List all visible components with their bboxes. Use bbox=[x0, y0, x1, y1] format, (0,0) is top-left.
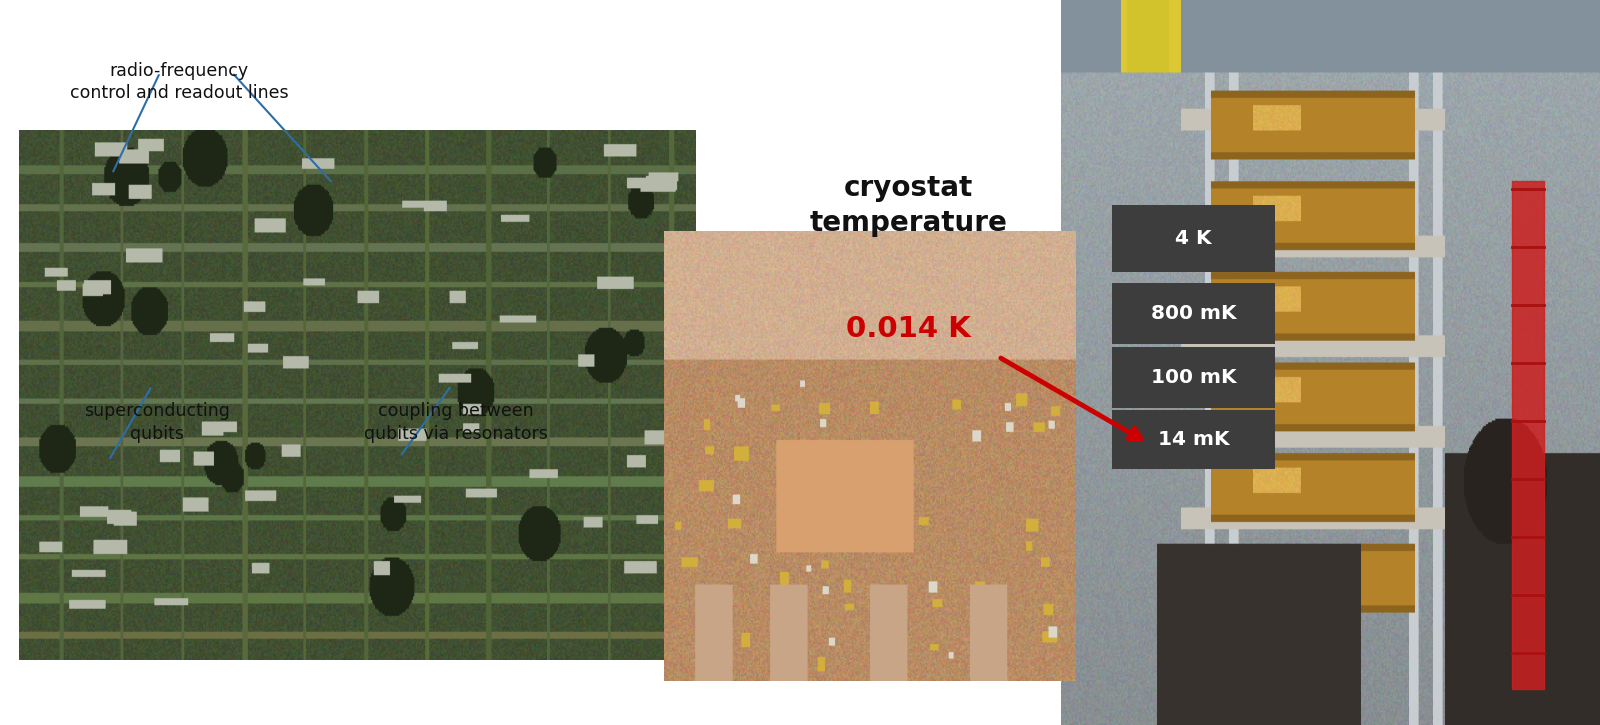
FancyBboxPatch shape bbox=[1112, 205, 1275, 272]
Text: superconducting
qubits: superconducting qubits bbox=[83, 402, 230, 442]
Text: 800 mK: 800 mK bbox=[1150, 304, 1237, 323]
Text: 0.014 K: 0.014 K bbox=[846, 315, 971, 344]
Text: cryostat
temperature: cryostat temperature bbox=[810, 174, 1008, 236]
Text: 14 mK: 14 mK bbox=[1158, 430, 1229, 449]
FancyBboxPatch shape bbox=[1112, 410, 1275, 469]
FancyBboxPatch shape bbox=[1112, 283, 1275, 344]
FancyBboxPatch shape bbox=[1112, 347, 1275, 408]
Text: 100 mK: 100 mK bbox=[1150, 368, 1237, 387]
Text: 4 K: 4 K bbox=[1176, 229, 1211, 248]
Text: coupling between
qubits via resonators: coupling between qubits via resonators bbox=[365, 402, 547, 442]
Text: radio-frequency
control and readout lines: radio-frequency control and readout line… bbox=[70, 62, 288, 102]
